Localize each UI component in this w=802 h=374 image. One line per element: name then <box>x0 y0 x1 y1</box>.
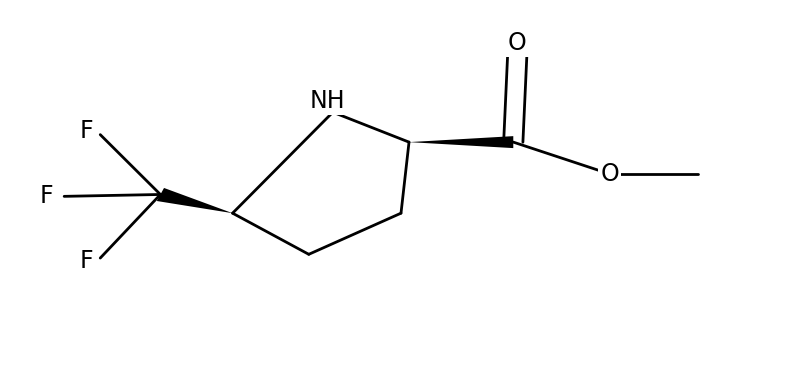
Text: F: F <box>80 119 93 143</box>
Text: F: F <box>40 184 53 208</box>
Text: NH: NH <box>310 89 345 113</box>
Polygon shape <box>156 188 233 213</box>
Text: O: O <box>508 31 527 55</box>
Polygon shape <box>409 136 513 148</box>
Text: F: F <box>80 249 93 273</box>
Text: O: O <box>600 162 619 186</box>
